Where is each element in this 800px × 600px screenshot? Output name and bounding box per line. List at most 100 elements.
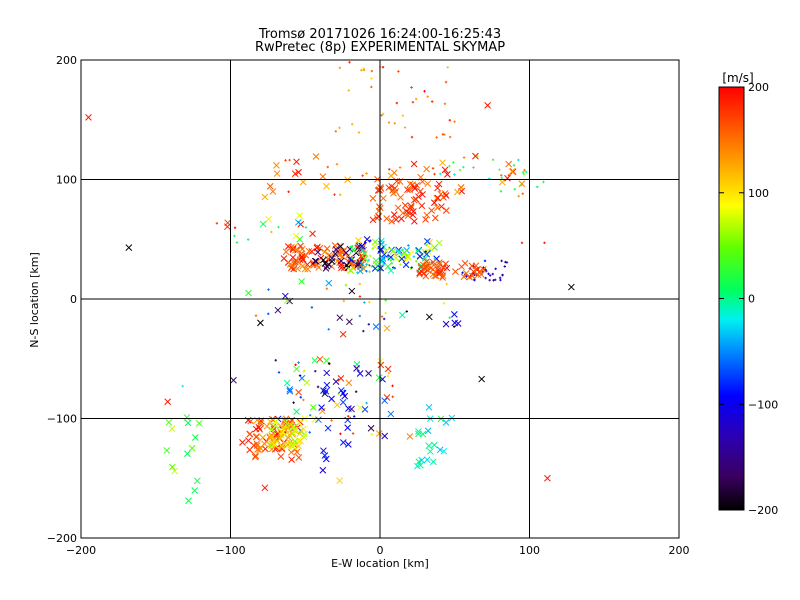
data-point-cross [470,268,477,275]
data-point-dot [520,241,524,245]
data-point-dot [338,126,341,130]
data-point-cross [336,314,344,322]
data-point-cross [333,401,341,409]
data-point-dot [390,262,394,265]
data-point-cross [381,397,389,405]
x-axis-ticks: −200 −100 0 100 200 [66,60,690,557]
data-point-cross [372,323,380,330]
data-point-dot [542,180,545,184]
data-point-cross [164,398,172,406]
data-point-dot [519,184,523,187]
data-point-cross [239,439,246,446]
data-point-cross [407,204,415,212]
data-point-dot [431,100,434,103]
data-point-dot [444,80,448,84]
data-point-cross [426,448,434,455]
data-point-cross [398,311,406,319]
data-point-cross [568,283,575,291]
colorbar-tick-label: 100 [748,187,769,200]
data-point-cross [418,202,426,210]
data-point-cross [292,426,299,434]
data-point-dot [521,171,525,174]
data-point-cross [417,187,424,195]
data-point-dot [181,385,184,388]
data-point-cross [291,170,299,178]
data-point-cross [268,431,276,439]
data-point-cross [336,477,343,484]
data-point-cross [544,474,551,482]
x-tick-label: −200 [66,544,96,557]
data-point-dot [523,168,526,172]
data-point-dot [494,278,497,282]
data-point-dot [483,259,487,263]
data-point-cross [423,211,431,219]
data-point-cross [295,388,302,396]
data-point-dot [327,362,331,365]
data-point-dot [446,66,449,69]
data-point-dot [381,65,385,69]
data-point-cross [337,375,345,382]
data-point-dot [314,369,317,373]
data-point-cross [286,387,294,395]
data-point-dot [411,100,415,104]
data-point-cross [332,378,340,385]
data-point-cross [430,199,438,207]
data-point-dot [270,230,273,234]
y-tick-label: 100 [56,174,77,187]
colorbar-title: [m/s] [722,71,753,85]
data-point-dot [254,314,258,317]
data-point-cross [356,267,364,275]
data-point-dot [482,266,485,269]
data-point-cross [301,265,309,273]
colorbar-ticks: 200 100 0 −100 −200 [719,81,778,517]
data-point-cross [343,261,351,269]
data-point-cross [253,442,261,449]
data-point-cross [224,223,231,231]
y-tick-label: −200 [47,532,77,545]
data-point-cross [472,152,479,160]
data-point-dot [310,306,314,309]
data-point-cross [195,419,203,427]
data-point-cross [273,430,281,438]
data-point-cross [282,248,290,256]
data-point-cross [420,269,428,277]
data-point-cross [398,215,405,223]
data-point-cross [401,249,408,257]
data-point-cross [473,266,481,273]
data-point-cross [460,273,468,281]
data-point-dot [393,122,396,125]
data-point-cross [273,170,281,177]
data-point-dot [362,329,365,333]
data-point-dot [246,238,250,241]
data-point-cross [283,379,291,387]
data-point-cross [319,466,327,474]
data-point-dot [445,282,448,286]
data-point-cross [395,249,403,257]
data-point-cross [424,180,432,188]
data-point-cross [417,461,424,469]
data-point-cross [191,434,199,441]
data-point-cross [508,168,516,175]
data-point-dot [476,155,479,158]
data-point-cross [411,183,418,191]
data-point-cross [168,425,176,433]
data-point-dot [452,325,456,328]
data-point-dot [338,193,342,196]
data-point-cross [312,257,320,265]
data-point-cross [185,497,192,505]
data-point-dot [351,432,355,435]
data-point-cross [339,330,347,338]
data-point-dot [297,361,300,364]
data-point-cross [342,249,350,257]
data-point-cross [274,306,282,314]
data-point-dot [287,190,290,194]
data-point-dot [412,255,416,258]
data-point-cross [184,419,192,427]
data-point-cross [183,414,191,421]
colorbar: [m/s] 200 100 0 −100 −200 [718,71,778,517]
data-point-cross [280,255,288,262]
data-point-cross [443,264,451,272]
data-point-dot [415,260,418,263]
data-point-cross [125,244,133,251]
